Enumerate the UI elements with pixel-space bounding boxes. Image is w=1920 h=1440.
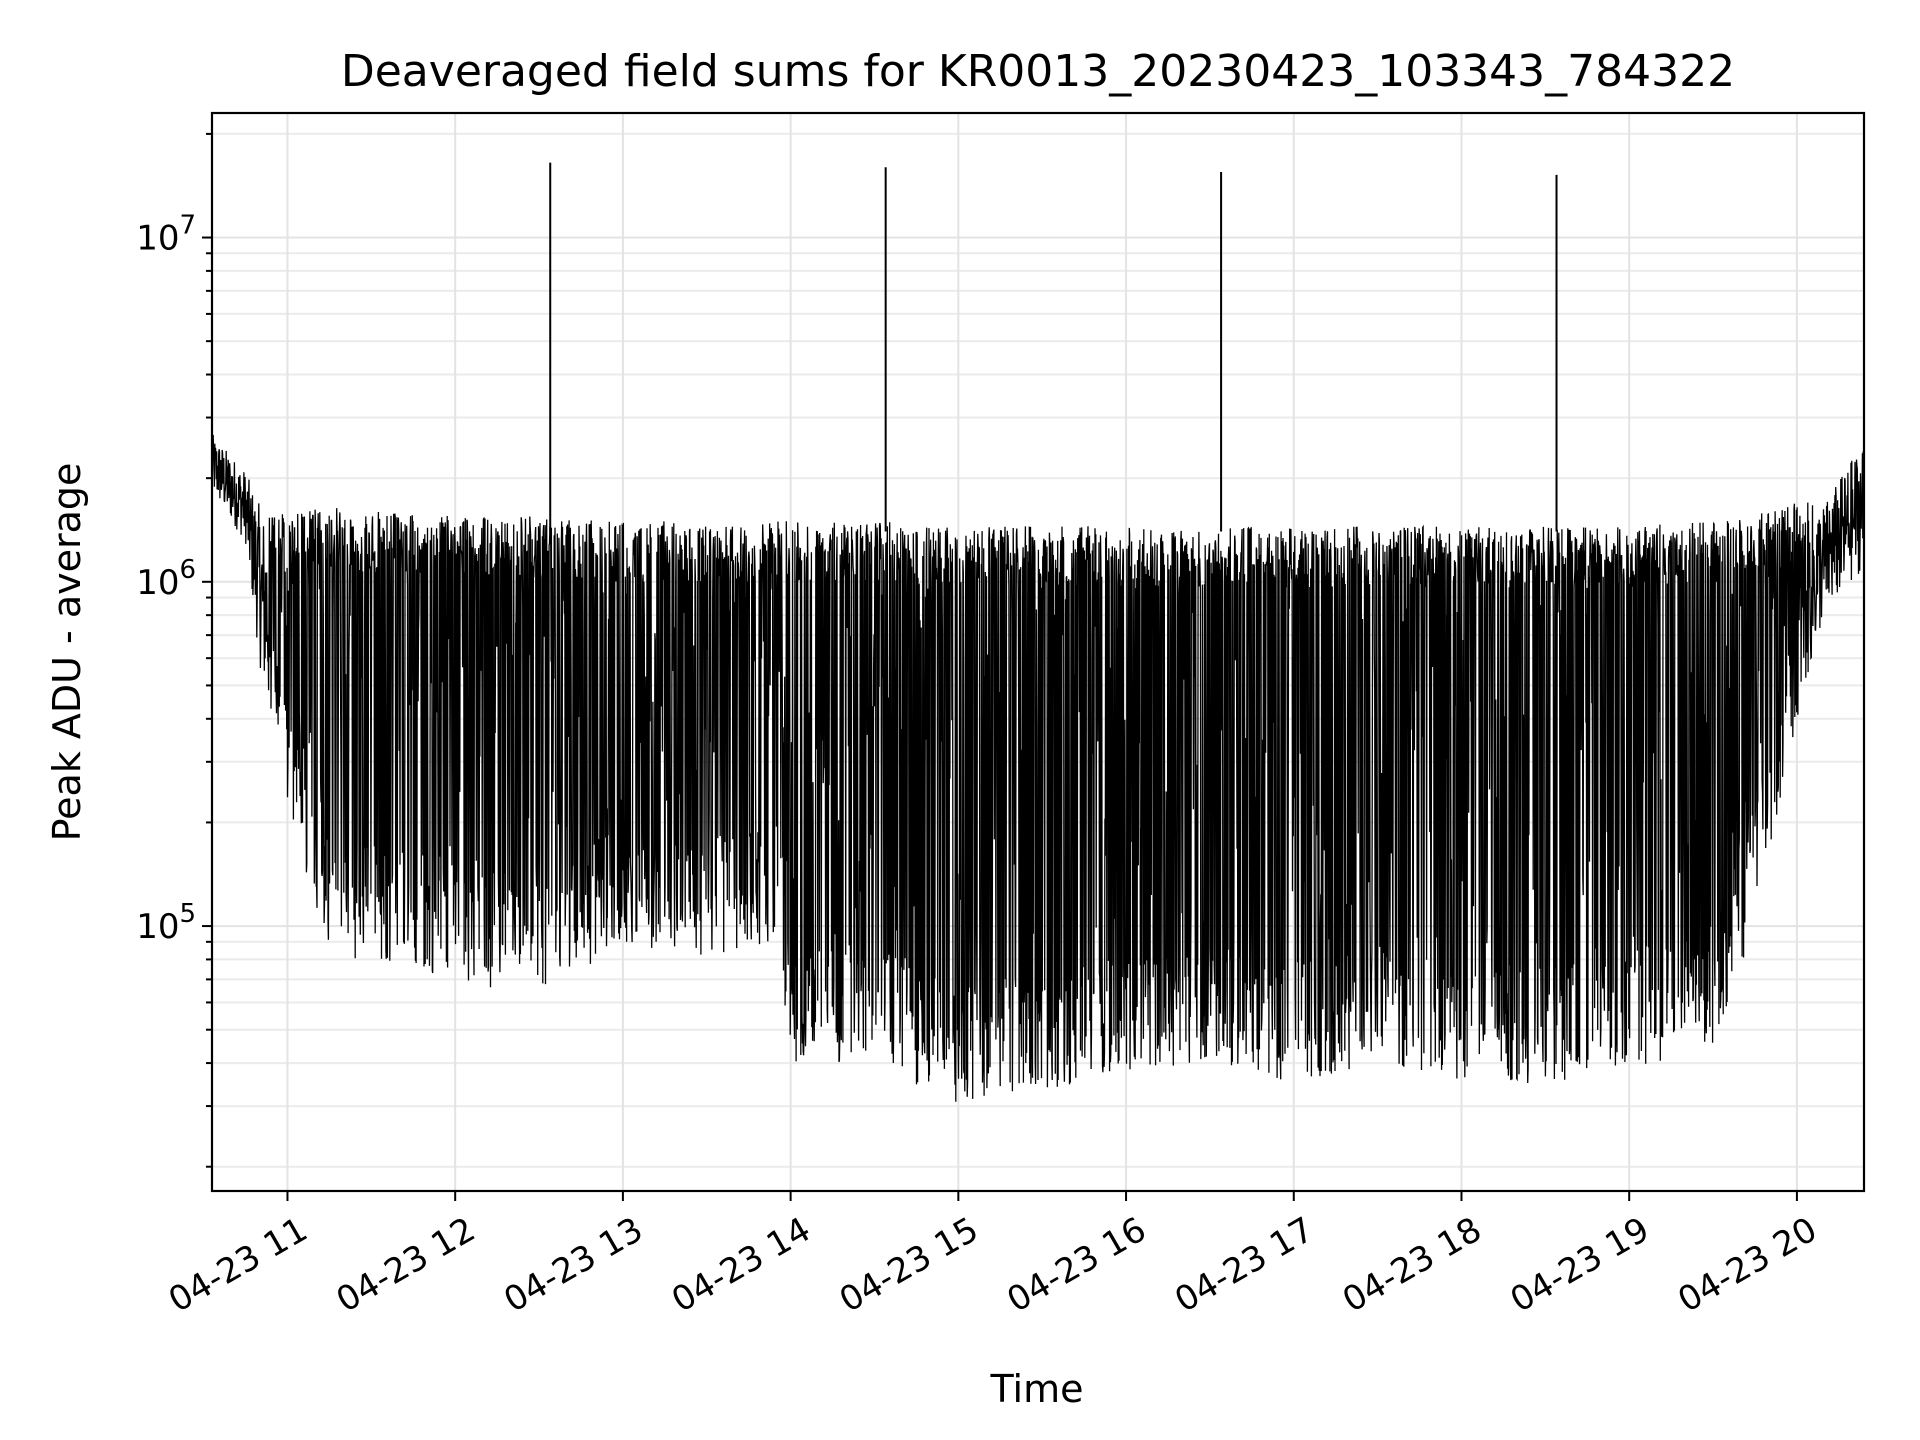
x-tick-label: 04-23 16	[1001, 1210, 1153, 1321]
y-tick-label: 106	[136, 555, 196, 603]
x-tick-label: 04-23 11	[162, 1210, 314, 1321]
x-tick-label: 04-23 14	[665, 1210, 817, 1321]
x-tick-label: 04-23 15	[833, 1210, 985, 1321]
y-tick-exponent: 7	[179, 211, 196, 241]
x-tick-label: 04-23 13	[497, 1210, 649, 1321]
y-tick-label: 105	[136, 899, 196, 947]
y-tick-exponent: 6	[179, 555, 196, 585]
x-tick-label: 04-23 20	[1671, 1210, 1823, 1321]
y-tick-label: 107	[136, 211, 196, 259]
spikes	[549, 162, 1558, 532]
series-line	[212, 434, 1864, 1102]
x-tick-label: 04-23 12	[330, 1210, 482, 1321]
x-tick-label: 04-23 17	[1168, 1210, 1320, 1321]
y-tick-exponent: 5	[179, 899, 196, 929]
x-tick-label: 04-23 18	[1336, 1210, 1488, 1321]
x-tick-label: 04-23 19	[1504, 1210, 1656, 1321]
y-tick-base: 10	[136, 563, 179, 603]
plot-area	[212, 162, 1864, 1102]
y-axis-label: Peak ADU - average	[45, 463, 89, 842]
chart-title: Deaveraged field sums for KR0013_2023042…	[341, 46, 1735, 97]
x-axis: 04-23 11 04-23 12 04-23 13 04-23 14 04-23 15…	[162, 1191, 1824, 1321]
x-axis-label: Time	[990, 1367, 1084, 1411]
y-tick-base: 10	[136, 219, 179, 259]
plot-frame	[210, 111, 1866, 1193]
y-tick-base: 10	[136, 907, 179, 947]
